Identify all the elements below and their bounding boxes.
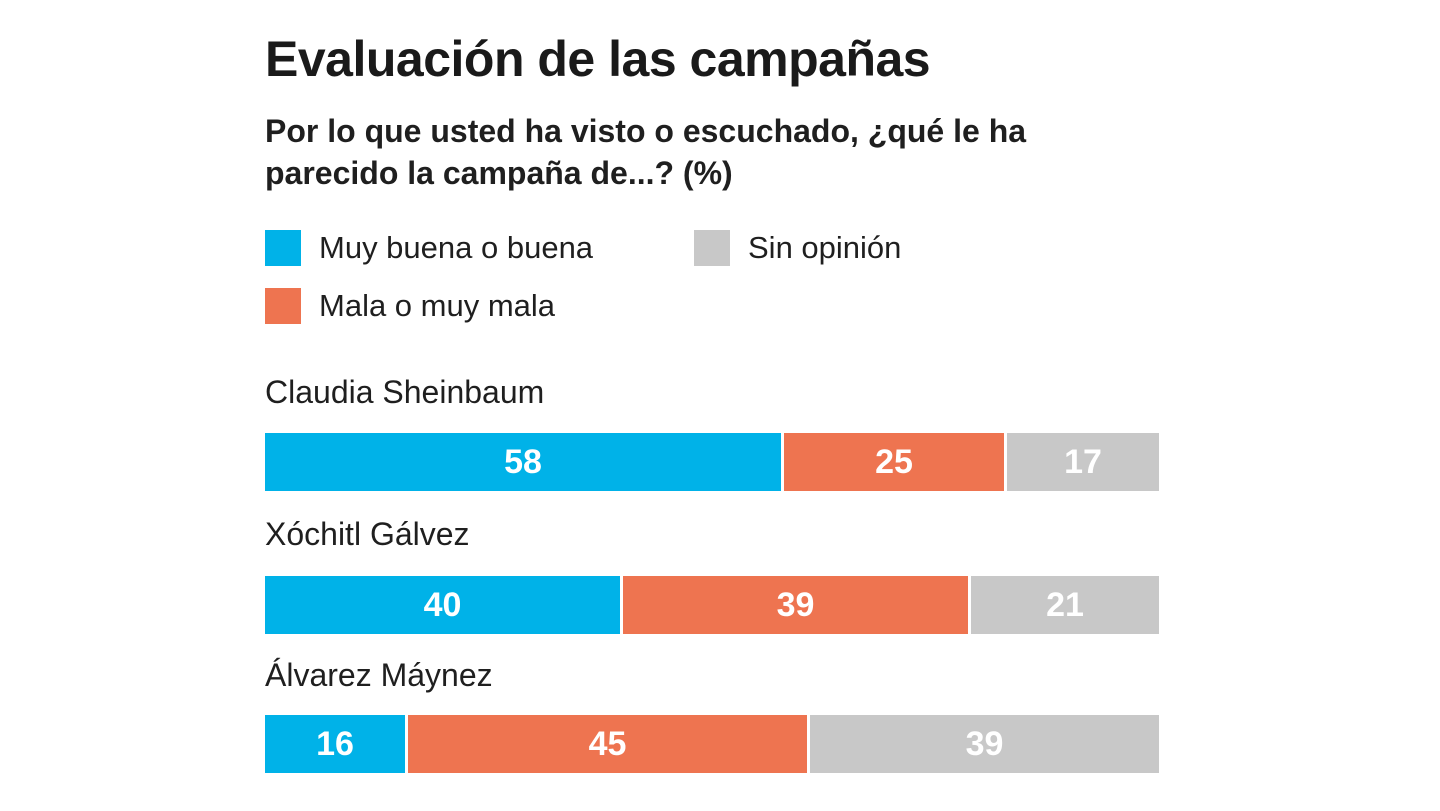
legend-swatch-muy-buena xyxy=(265,230,301,266)
bar-value-label: 17 xyxy=(1064,442,1102,481)
legend-label-mala: Mala o muy mala xyxy=(319,288,556,323)
bar-segment-muy-buena: 40 xyxy=(265,576,620,634)
bar-value-label: 58 xyxy=(504,442,542,481)
bar-value-label: 25 xyxy=(875,442,913,481)
bar-segment-sin-opinion: 17 xyxy=(1007,433,1159,491)
bar-value-label: 16 xyxy=(316,724,354,763)
chart-subtitle: Por lo que usted ha visto o escuchado, ¿… xyxy=(265,113,1027,191)
category-label-sheinbaum: Claudia Sheinbaum xyxy=(265,374,545,410)
bar-value-label: 39 xyxy=(965,724,1004,763)
bar-value-label: 45 xyxy=(588,724,627,763)
legend-swatch-sin-opinion xyxy=(694,230,730,266)
legend-item-sin-opinion: Sin opinión xyxy=(694,228,901,268)
chart-title: Evaluación de las campañas xyxy=(265,31,931,87)
bar-row-galvez: 40 39 21 xyxy=(265,576,1159,634)
bar-segment-sin-opinion: 21 xyxy=(971,576,1159,634)
bar-segment-sin-opinion: 39 xyxy=(810,715,1159,773)
legend-label-muy-buena: Muy buena o buena xyxy=(319,230,594,265)
legend-label-sin-opinion: Sin opinión xyxy=(748,230,902,265)
category-label-maynez: Álvarez Máynez xyxy=(265,657,493,693)
bar-row-sheinbaum: 58 25 17 xyxy=(265,433,1159,491)
bar-value-label: 21 xyxy=(1046,585,1084,624)
bar-value-label: 40 xyxy=(423,585,462,624)
bar-row-maynez: 16 45 39 xyxy=(265,715,1159,773)
bar-segment-muy-buena: 58 xyxy=(265,433,781,491)
bar-segment-mala: 45 xyxy=(408,715,807,773)
bar-segment-mala: 25 xyxy=(784,433,1004,491)
legend-swatch-mala xyxy=(265,288,301,324)
legend-item-mala: Mala o muy mala xyxy=(265,286,555,326)
bar-value-label: 39 xyxy=(776,585,815,624)
legend-item-muy-buena: Muy buena o buena xyxy=(265,228,593,268)
category-label-galvez: Xóchitl Gálvez xyxy=(265,516,470,552)
bar-segment-mala: 39 xyxy=(623,576,968,634)
bar-segment-muy-buena: 16 xyxy=(265,715,405,773)
